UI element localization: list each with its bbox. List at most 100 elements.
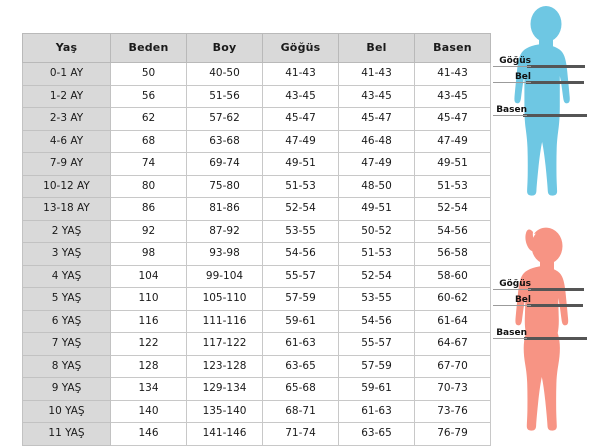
cell-age: 13-18 AY <box>22 197 111 221</box>
cell-boy: 75-80 <box>186 174 263 198</box>
cell-gogus: 68-71 <box>262 399 339 423</box>
cell-gogus: 47-49 <box>262 129 339 153</box>
table-header-row: Yaş Beden Boy Göğüs Bel Basen <box>22 33 491 63</box>
cell-beden: 134 <box>110 377 187 401</box>
cell-age: 4-6 AY <box>22 129 111 153</box>
cell-basen: 76-79 <box>414 422 491 446</box>
cell-bel: 51-53 <box>338 242 415 266</box>
girl-chest-label: Göğüs <box>499 279 531 289</box>
table-row: 3 YAŞ 98 93-98 54-56 51-53 56-58 <box>22 242 491 266</box>
cell-basen: 54-56 <box>414 219 491 243</box>
cell-beden: 98 <box>110 242 187 266</box>
cell-age: 2 YAŞ <box>22 219 111 243</box>
cell-bel: 43-45 <box>338 84 415 108</box>
table-row: 10-12 AY 80 75-80 51-53 48-50 51-53 <box>22 174 491 198</box>
table-row: 11 YAŞ 146 141-146 71-74 63-65 76-79 <box>22 422 491 446</box>
boy-waist-label: Bel <box>514 72 531 82</box>
cell-beden: 68 <box>110 129 187 153</box>
cell-boy: 51-56 <box>186 84 263 108</box>
cell-basen: 51-53 <box>414 174 491 198</box>
girl-body-figure: Göğüs Bel Basen <box>492 222 600 444</box>
cell-bel: 50-52 <box>338 219 415 243</box>
cell-basen: 67-70 <box>414 354 491 378</box>
cell-beden: 86 <box>110 197 187 221</box>
cell-age: 10 YAŞ <box>22 399 111 423</box>
cell-bel: 63-65 <box>338 422 415 446</box>
table-row: 4-6 AY 68 63-68 47-49 46-48 47-49 <box>22 129 491 153</box>
girl-chest-leader <box>493 289 531 290</box>
column-header-yas: Yaş <box>22 33 111 63</box>
table-row: 13-18 AY 86 81-86 52-54 49-51 52-54 <box>22 197 491 221</box>
cell-boy: 57-62 <box>186 107 263 131</box>
cell-gogus: 57-59 <box>262 287 339 311</box>
cell-age: 7 YAŞ <box>22 332 111 356</box>
table-row: 2 YAŞ 92 87-92 53-55 50-52 54-56 <box>22 219 491 243</box>
table-row: 6 YAŞ 116 111-116 59-61 54-56 61-64 <box>22 309 491 333</box>
cell-beden: 62 <box>110 107 187 131</box>
table-row: 0-1 AY 50 40-50 41-43 41-43 41-43 <box>22 62 491 86</box>
cell-basen: 52-54 <box>414 197 491 221</box>
cell-gogus: 45-47 <box>262 107 339 131</box>
cell-basen: 49-51 <box>414 152 491 176</box>
cell-age: 8 YAŞ <box>22 354 111 378</box>
cell-age: 6 YAŞ <box>22 309 111 333</box>
cell-gogus: 63-65 <box>262 354 339 378</box>
cell-gogus: 51-53 <box>262 174 339 198</box>
cell-beden: 80 <box>110 174 187 198</box>
column-header-boy: Boy <box>186 33 263 63</box>
cell-bel: 59-61 <box>338 377 415 401</box>
cell-basen: 56-58 <box>414 242 491 266</box>
table-row: 1-2 AY 56 51-56 43-45 43-45 43-45 <box>22 84 491 108</box>
table-row: 9 YAŞ 134 129-134 65-68 59-61 70-73 <box>22 377 491 401</box>
table-row: 5 YAŞ 110 105-110 57-59 53-55 60-62 <box>22 287 491 311</box>
cell-basen: 73-76 <box>414 399 491 423</box>
cell-gogus: 43-45 <box>262 84 339 108</box>
cell-boy: 111-116 <box>186 309 263 333</box>
cell-age: 4 YAŞ <box>22 264 111 288</box>
cell-gogus: 61-63 <box>262 332 339 356</box>
cell-beden: 140 <box>110 399 187 423</box>
girl-waist-band <box>527 304 583 307</box>
cell-age: 1-2 AY <box>22 84 111 108</box>
cell-basen: 58-60 <box>414 264 491 288</box>
cell-gogus: 71-74 <box>262 422 339 446</box>
boy-hip-band <box>523 114 587 117</box>
table-row: 8 YAŞ 128 123-128 63-65 57-59 67-70 <box>22 354 491 378</box>
boy-hip-leader <box>493 115 527 116</box>
table-row: 2-3 AY 62 57-62 45-47 45-47 45-47 <box>22 107 491 131</box>
cell-basen: 61-64 <box>414 309 491 333</box>
table-row: 7-9 AY 74 69-74 49-51 47-49 49-51 <box>22 152 491 176</box>
cell-age: 7-9 AY <box>22 152 111 176</box>
cell-age: 9 YAŞ <box>22 377 111 401</box>
table-row: 4 YAŞ 104 99-104 55-57 52-54 58-60 <box>22 264 491 288</box>
boy-body-figure: Göğüs Bel Basen <box>492 2 600 228</box>
cell-bel: 46-48 <box>338 129 415 153</box>
cell-bel: 41-43 <box>338 62 415 86</box>
cell-bel: 45-47 <box>338 107 415 131</box>
cell-basen: 70-73 <box>414 377 491 401</box>
cell-bel: 54-56 <box>338 309 415 333</box>
size-chart-table: Yaş Beden Boy Göğüs Bel Basen 0-1 AY 50 40… <box>22 33 491 446</box>
cell-boy: 99-104 <box>186 264 263 288</box>
column-header-gogus: Göğüs <box>262 33 339 63</box>
cell-beden: 146 <box>110 422 187 446</box>
cell-gogus: 49-51 <box>262 152 339 176</box>
cell-beden: 128 <box>110 354 187 378</box>
cell-age: 2-3 AY <box>22 107 111 131</box>
cell-bel: 49-51 <box>338 197 415 221</box>
column-header-beden: Beden <box>110 33 187 63</box>
table-row: 10 YAŞ 140 135-140 68-71 61-63 73-76 <box>22 399 491 423</box>
girl-hip-label: Basen <box>496 328 527 338</box>
girl-silhouette-icon <box>515 227 569 431</box>
boy-waist-band <box>526 81 584 84</box>
cell-boy: 129-134 <box>186 377 263 401</box>
boy-waist-leader <box>493 82 531 83</box>
cell-bel: 61-63 <box>338 399 415 423</box>
boy-chest-leader <box>493 66 531 67</box>
cell-beden: 110 <box>110 287 187 311</box>
cell-gogus: 53-55 <box>262 219 339 243</box>
cell-basen: 47-49 <box>414 129 491 153</box>
cell-beden: 74 <box>110 152 187 176</box>
cell-bel: 52-54 <box>338 264 415 288</box>
cell-bel: 47-49 <box>338 152 415 176</box>
